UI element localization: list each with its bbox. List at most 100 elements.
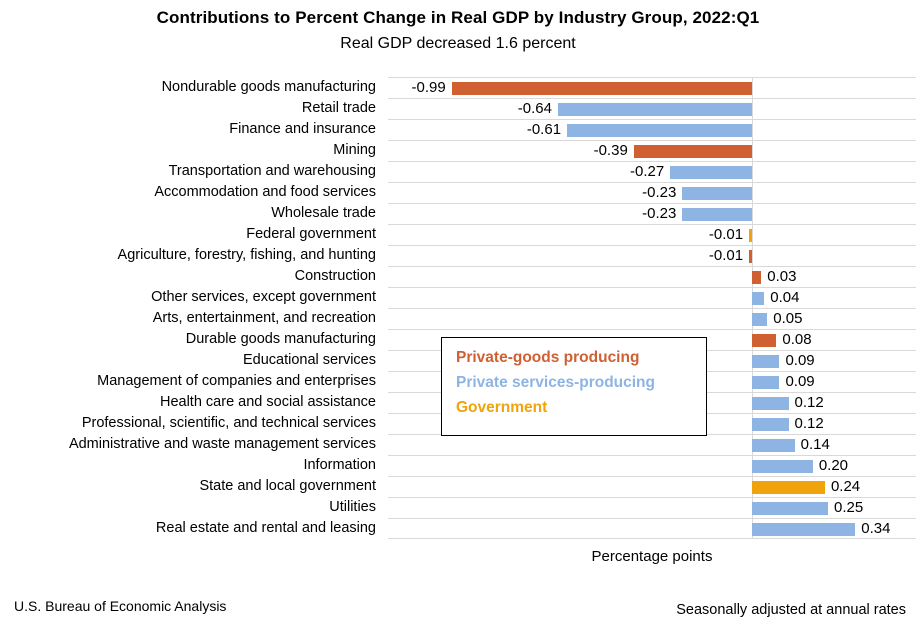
bar bbox=[752, 418, 789, 431]
bar bbox=[567, 124, 753, 137]
bar-chart: Nondurable goods manufacturing -0.99 Retai… bbox=[0, 77, 916, 565]
bar bbox=[752, 334, 777, 347]
category-label: Utilities bbox=[329, 499, 376, 515]
chart-row: Agriculture, forestry, fishing, and hunt… bbox=[0, 245, 916, 266]
category-label: Information bbox=[303, 457, 376, 473]
legend-item-goods: Private-goods producing bbox=[456, 349, 640, 366]
bar bbox=[633, 145, 753, 158]
value-label: -0.61 bbox=[526, 121, 562, 138]
chart-row: Nondurable goods manufacturing -0.99 bbox=[0, 77, 916, 98]
chart-row: Other services, except government 0.04 bbox=[0, 287, 916, 308]
note-text: Seasonally adjusted at annual rates bbox=[676, 602, 906, 618]
category-label: Health care and social assistance bbox=[159, 394, 376, 410]
plot-cell: -0.27 bbox=[388, 161, 916, 182]
value-label: 0.08 bbox=[782, 331, 812, 348]
value-label: -0.27 bbox=[630, 163, 665, 180]
bar bbox=[752, 271, 762, 284]
value-label: 0.09 bbox=[785, 373, 815, 390]
plot-cell: 0.14 bbox=[388, 434, 916, 455]
chart-row: Mining -0.39 bbox=[0, 140, 916, 161]
value-label: -0.23 bbox=[642, 205, 677, 222]
category-label: Other services, except government bbox=[151, 289, 376, 305]
plot-cell: 0.04 bbox=[388, 287, 916, 308]
bar bbox=[670, 166, 753, 179]
chart-rows: Nondurable goods manufacturing -0.99 Retai… bbox=[0, 77, 916, 539]
category-label: Arts, entertainment, and recreation bbox=[152, 310, 376, 326]
category-label: Construction bbox=[294, 268, 376, 284]
chart-row: Wholesale trade -0.23 bbox=[0, 203, 916, 224]
category-label: State and local government bbox=[199, 478, 376, 494]
category-label: Administrative and waste management serv… bbox=[68, 436, 376, 452]
category-label: Agriculture, forestry, fishing, and hunt… bbox=[117, 247, 376, 263]
category-label: Finance and insurance bbox=[229, 121, 376, 137]
bar bbox=[752, 523, 856, 536]
value-label: 0.20 bbox=[818, 457, 849, 474]
chart-row: Construction 0.03 bbox=[0, 266, 916, 287]
chart-row: Utilities 0.25 bbox=[0, 497, 916, 518]
value-label: 0.14 bbox=[800, 436, 830, 453]
plot-cell: 0.34 bbox=[388, 518, 916, 539]
chart-legend: Private-goods producing Private services-… bbox=[441, 337, 707, 436]
footer: U.S. Bureau of Economic Analysis Seasona… bbox=[0, 598, 916, 619]
category-label: Professional, scientific, and technical … bbox=[81, 415, 376, 431]
chart-subtitle: Real GDP decreased 1.6 percent bbox=[340, 35, 576, 52]
category-label: Retail trade bbox=[301, 100, 376, 116]
value-label: -0.64 bbox=[517, 100, 552, 117]
bar bbox=[451, 82, 753, 95]
zero-axis-line bbox=[752, 77, 754, 539]
legend-item-services: Private services-producing bbox=[456, 374, 655, 391]
legend-item-government: Government bbox=[456, 399, 548, 416]
category-label: Real estate and rental and leasing bbox=[155, 520, 376, 536]
bar bbox=[749, 250, 753, 263]
bar bbox=[682, 187, 753, 200]
chart-row: Retail trade -0.64 bbox=[0, 98, 916, 119]
bar bbox=[752, 355, 780, 368]
chart-row: Arts, entertainment, and recreation 0.05 bbox=[0, 308, 916, 329]
value-label: 0.09 bbox=[785, 352, 815, 369]
plot-cell: -0.01 bbox=[388, 245, 916, 266]
category-label: Durable goods manufacturing bbox=[185, 331, 376, 347]
source-text: U.S. Bureau of Economic Analysis bbox=[14, 598, 227, 614]
category-label: Wholesale trade bbox=[271, 205, 376, 221]
category-label: Transportation and warehousing bbox=[168, 163, 376, 179]
category-label: Federal government bbox=[246, 226, 376, 242]
plot-cell: -0.64 bbox=[388, 98, 916, 119]
plot-cell: -0.23 bbox=[388, 182, 916, 203]
value-label: -0.39 bbox=[593, 142, 628, 159]
category-label: Accommodation and food services bbox=[154, 184, 376, 200]
x-axis-label: Percentage points bbox=[591, 548, 713, 565]
plot-cell: 0.08 bbox=[388, 329, 916, 350]
chart-row: Administrative and waste management serv… bbox=[0, 434, 916, 455]
plot-cell: 0.24 bbox=[388, 476, 916, 497]
value-label: 0.34 bbox=[861, 520, 891, 537]
bar bbox=[752, 313, 768, 326]
chart-row: Federal government -0.01 bbox=[0, 224, 916, 245]
category-label: Mining bbox=[333, 142, 376, 158]
bar bbox=[752, 502, 828, 515]
chart-row: Transportation and warehousing -0.27 bbox=[0, 161, 916, 182]
value-label: 0.24 bbox=[830, 478, 861, 495]
value-label: 0.05 bbox=[773, 310, 803, 327]
plot-cell: 0.05 bbox=[388, 308, 916, 329]
plot-cell: 0.20 bbox=[388, 455, 916, 476]
value-label: -0.23 bbox=[642, 184, 677, 201]
value-label: 0.12 bbox=[794, 415, 824, 432]
bar bbox=[557, 103, 753, 116]
bar bbox=[752, 292, 765, 305]
chart-row: Finance and insurance -0.61 bbox=[0, 119, 916, 140]
bar bbox=[752, 376, 780, 389]
plot-cell: -0.99 bbox=[388, 77, 916, 98]
value-label: 0.03 bbox=[767, 268, 797, 285]
chart-row: Information 0.20 bbox=[0, 455, 916, 476]
bar bbox=[682, 208, 753, 221]
plot-cell: -0.23 bbox=[388, 203, 916, 224]
value-label: 0.25 bbox=[834, 499, 864, 516]
plot-cell: -0.01 bbox=[388, 224, 916, 245]
chart-row: Durable goods manufacturing 0.08 bbox=[0, 329, 916, 350]
plot-cell: 0.03 bbox=[388, 266, 916, 287]
value-label: -0.99 bbox=[411, 79, 446, 96]
bar bbox=[752, 460, 813, 473]
bar bbox=[749, 229, 753, 242]
plot-cell: -0.61 bbox=[388, 119, 916, 140]
value-label: 0.04 bbox=[770, 289, 800, 306]
